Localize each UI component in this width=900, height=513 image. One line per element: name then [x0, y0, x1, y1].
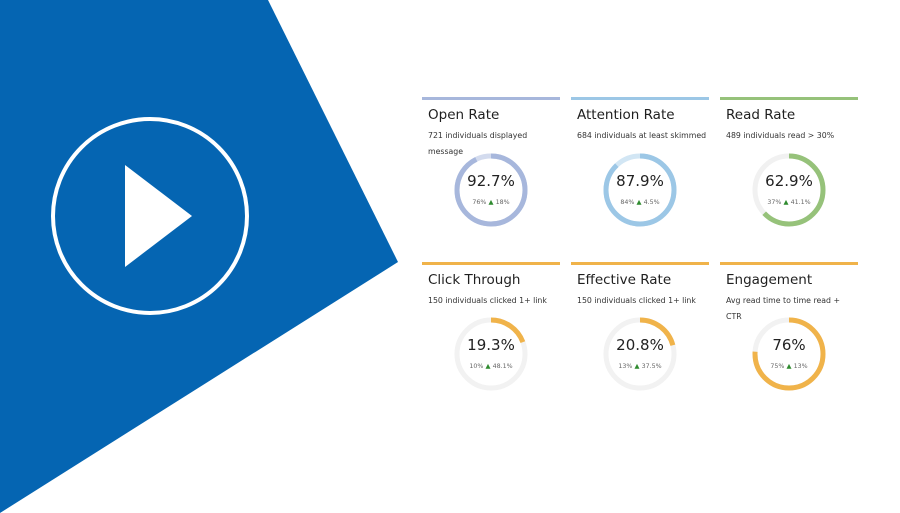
- gauge-ring: [603, 317, 677, 391]
- gauge-value: 62.9%: [765, 172, 813, 190]
- metric-card-open-rate: Open Rate 721 individuals displayed messa…: [422, 97, 560, 232]
- gauge-stats: 84% ▲ 4.5%: [602, 198, 678, 206]
- gauge-stats: 76% ▲ 18%: [453, 198, 529, 206]
- change-value: 4.5%: [643, 199, 660, 206]
- gauge-stats: 10% ▲ 48.1%: [453, 362, 529, 370]
- change-value: 41.1%: [790, 199, 811, 206]
- play-circle-icon[interactable]: [51, 117, 249, 315]
- card-subtitle: 150 individuals clicked 1+ link: [428, 296, 547, 305]
- gauge-stats: 75% ▲ 13%: [751, 362, 827, 370]
- gauge-ring: [603, 153, 677, 227]
- gauge-fill: [603, 317, 677, 391]
- gauge-value: 19.3%: [467, 336, 515, 354]
- change-value: 37.5%: [641, 363, 662, 370]
- triangle-up-icon: ▲: [483, 362, 493, 370]
- card-title: Open Rate: [428, 107, 500, 123]
- gauge-value: 92.7%: [467, 172, 515, 190]
- donut-gauge: 20.8% 13% ▲ 37.5%: [602, 316, 678, 392]
- change-value: 18%: [495, 199, 510, 206]
- gauge-fill: [603, 153, 677, 227]
- gauge-ring: [454, 317, 528, 391]
- previous-value: 75%: [770, 363, 785, 370]
- gauge-value: 87.9%: [616, 172, 664, 190]
- gauge-fill: [752, 153, 826, 227]
- card-title: Engagement: [726, 272, 813, 288]
- change-value: 13%: [793, 363, 808, 370]
- card-subtitle: 150 individuals clicked 1+ link: [577, 296, 696, 305]
- triangle-up-icon: ▲: [634, 198, 644, 206]
- gauge-fill: [454, 153, 528, 227]
- play-button[interactable]: [51, 117, 249, 315]
- donut-gauge: 19.3% 10% ▲ 48.1%: [453, 316, 529, 392]
- card-subtitle: Avg read time to time read + CTR: [726, 296, 841, 321]
- donut-gauge: 92.7% 76% ▲ 18%: [453, 152, 529, 228]
- metric-card-click-through: Click Through 150 individuals clicked 1+ …: [422, 262, 560, 397]
- triangle-up-icon: ▲: [632, 362, 642, 370]
- card-title: Read Rate: [726, 107, 796, 123]
- gauge-fill: [454, 317, 528, 391]
- previous-value: 37%: [767, 199, 782, 206]
- card-title: Effective Rate: [577, 272, 672, 288]
- gauge-ring: [752, 317, 826, 391]
- gauge-stats: 37% ▲ 41.1%: [751, 198, 827, 206]
- metric-card-attention-rate: Attention Rate 684 individuals at least s…: [571, 97, 709, 232]
- metric-card-read-rate: Read Rate 489 individuals read > 30% 62.9%…: [720, 97, 858, 232]
- triangle-up-icon: ▲: [784, 362, 794, 370]
- card-title: Attention Rate: [577, 107, 675, 123]
- triangle-up-icon: ▲: [781, 198, 791, 206]
- blue-angled-panel: [0, 0, 398, 513]
- card-title: Click Through: [428, 272, 521, 288]
- card-subtitle: 489 individuals read > 30%: [726, 131, 835, 140]
- play-icon[interactable]: [125, 165, 192, 267]
- gauge-value: 76%: [772, 336, 806, 354]
- gauge-fill: [752, 317, 826, 391]
- card-subtitle: 721 individuals displayed message: [428, 131, 528, 156]
- previous-value: 10%: [469, 363, 484, 370]
- gauge-stats: 13% ▲ 37.5%: [602, 362, 678, 370]
- donut-gauge: 62.9% 37% ▲ 41.1%: [751, 152, 827, 228]
- card-subtitle: 684 individuals at least skimmed: [577, 131, 707, 140]
- metric-card-engagement: Engagement Avg read time to time read + C…: [720, 262, 858, 397]
- change-value: 48.1%: [492, 363, 513, 370]
- donut-gauge: 87.9% 84% ▲ 4.5%: [602, 152, 678, 228]
- triangle-up-icon: ▲: [486, 198, 496, 206]
- previous-value: 84%: [620, 199, 635, 206]
- previous-value: 13%: [618, 363, 633, 370]
- gauge-ring: [752, 153, 826, 227]
- metric-card-effective-rate: Effective Rate 150 individuals clicked 1+…: [571, 262, 709, 397]
- donut-gauge: 76% 75% ▲ 13%: [751, 316, 827, 392]
- gauge-value: 20.8%: [616, 336, 664, 354]
- gauge-ring: [454, 153, 528, 227]
- previous-value: 76%: [472, 199, 487, 206]
